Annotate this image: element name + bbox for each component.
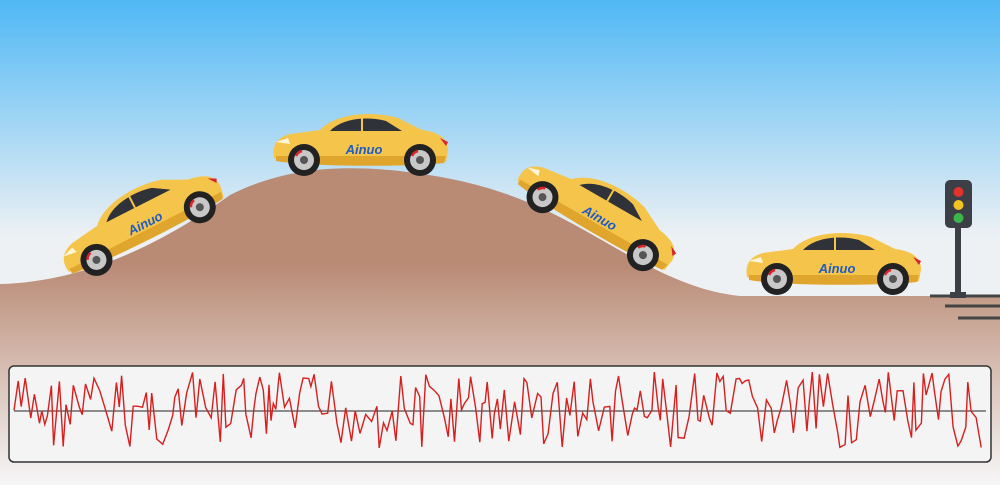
car-brand-label: Ainuo [818, 261, 856, 276]
brake-caliper [637, 244, 647, 249]
hub [638, 251, 647, 260]
brake-caliper [410, 149, 419, 157]
taillight [207, 178, 217, 183]
traffic-lamp [953, 213, 964, 223]
brake-caliper [86, 251, 92, 261]
brake-caliper [883, 268, 892, 276]
car-descending: Ainuo [517, 166, 677, 272]
brake-caliper [767, 268, 776, 276]
headlight [63, 247, 77, 257]
car-flat: Ainuo [746, 233, 921, 295]
taillight [913, 257, 921, 265]
car-window [106, 187, 171, 223]
headlight [749, 257, 763, 263]
window-pillar [606, 189, 615, 202]
traffic-lamp [953, 200, 964, 210]
signal-waveform [13, 371, 982, 449]
brake-caliper [536, 186, 546, 191]
car-window [579, 183, 642, 222]
brake-caliper [189, 199, 195, 208]
hub [416, 156, 424, 164]
hub [195, 203, 204, 212]
headlight [276, 138, 290, 144]
hub [538, 193, 547, 202]
car-crest: Ainuo [273, 114, 449, 176]
traffic-lamp [953, 187, 964, 197]
brake-caliper [294, 149, 303, 157]
cars-group: Ainuo Ainuo Ainuo Ainuo [63, 114, 921, 295]
window-pillar [128, 195, 136, 209]
signal-panel [8, 365, 992, 463]
car-climbing: Ainuo [63, 176, 224, 276]
hub [300, 156, 308, 164]
car-window [330, 118, 402, 131]
hub [889, 275, 897, 283]
headlight [527, 167, 540, 177]
traffic-light-icon [945, 180, 972, 298]
hub [92, 255, 101, 264]
hub [773, 275, 781, 283]
traffic-light-base [950, 292, 966, 298]
taillight [440, 138, 448, 146]
traffic-light-pole [955, 218, 961, 298]
car-brand-label: Ainuo [345, 142, 383, 157]
taillight [671, 246, 677, 256]
car-window [803, 237, 875, 250]
